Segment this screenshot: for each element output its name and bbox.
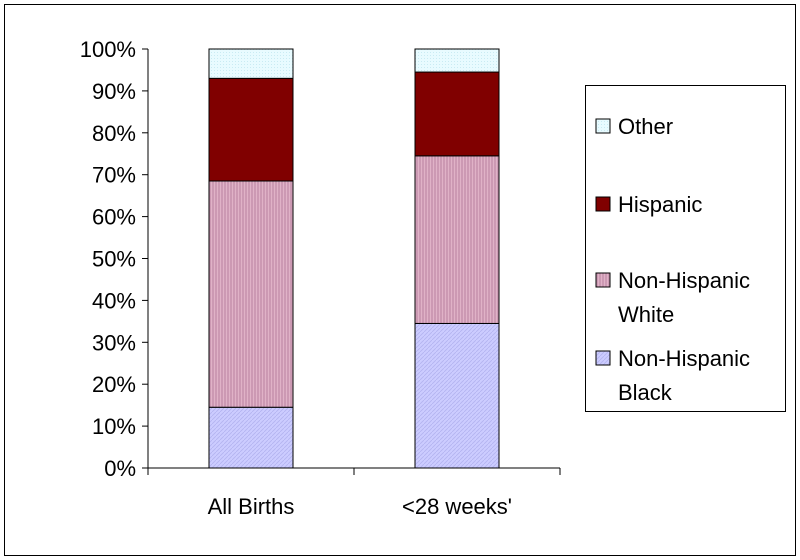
bar-hispanic-all-births bbox=[208, 77, 294, 182]
legend-label-line: Black bbox=[618, 380, 673, 405]
bars bbox=[208, 48, 500, 469]
legend-label-line: Non-Hispanic bbox=[618, 268, 750, 293]
y-tick-label: 50% bbox=[92, 247, 136, 272]
y-tick-label: 20% bbox=[92, 372, 136, 397]
bar-non-hispanic-white-28-weeks bbox=[414, 155, 500, 324]
bar-non-hispanic-white-all-births bbox=[208, 180, 294, 408]
legend-label-other: Other bbox=[618, 114, 673, 139]
legend-label-non-hispanic-white: Non-Hispanic White bbox=[618, 268, 750, 327]
legend-label-line: Non-Hispanic bbox=[618, 346, 750, 371]
bar-non-hispanic-black-28-weeks bbox=[414, 322, 500, 469]
bar-other-28-weeks bbox=[414, 48, 500, 73]
bar-other-all-births bbox=[208, 48, 294, 79]
legend-label-hispanic: Hispanic bbox=[618, 192, 702, 217]
x-category-label: All Births bbox=[208, 494, 295, 519]
legend-swatch-hispanic bbox=[595, 196, 611, 212]
legend-box bbox=[585, 85, 786, 412]
bar-hispanic-28-weeks bbox=[414, 71, 500, 157]
y-tick-label: 90% bbox=[92, 79, 136, 104]
y-tick-label: 40% bbox=[92, 288, 136, 313]
x-category-label: <28 weeks' bbox=[402, 494, 512, 519]
y-tick-label: 0% bbox=[104, 456, 136, 481]
y-tick-label: 60% bbox=[92, 205, 136, 230]
y-tick-label: 80% bbox=[92, 121, 136, 146]
y-tick-label: 10% bbox=[92, 414, 136, 439]
legend-swatch-other bbox=[595, 118, 611, 134]
legend-label-non-hispanic-black: Non-Hispanic Black bbox=[618, 346, 750, 405]
y-tick-label: 70% bbox=[92, 163, 136, 188]
legend-swatch-non-hispanic-white bbox=[595, 272, 611, 288]
legend-swatch-non-hispanic-black bbox=[595, 350, 611, 366]
y-axis: 0% 10% 20% 30% 40% 50% 60% 70% 80% 90% 100% bbox=[80, 37, 149, 481]
legend-label-line: White bbox=[618, 302, 674, 327]
y-tick-label: 100% bbox=[80, 37, 136, 62]
y-tick-label: 30% bbox=[92, 330, 136, 355]
bar-non-hispanic-black-all-births bbox=[208, 406, 294, 469]
